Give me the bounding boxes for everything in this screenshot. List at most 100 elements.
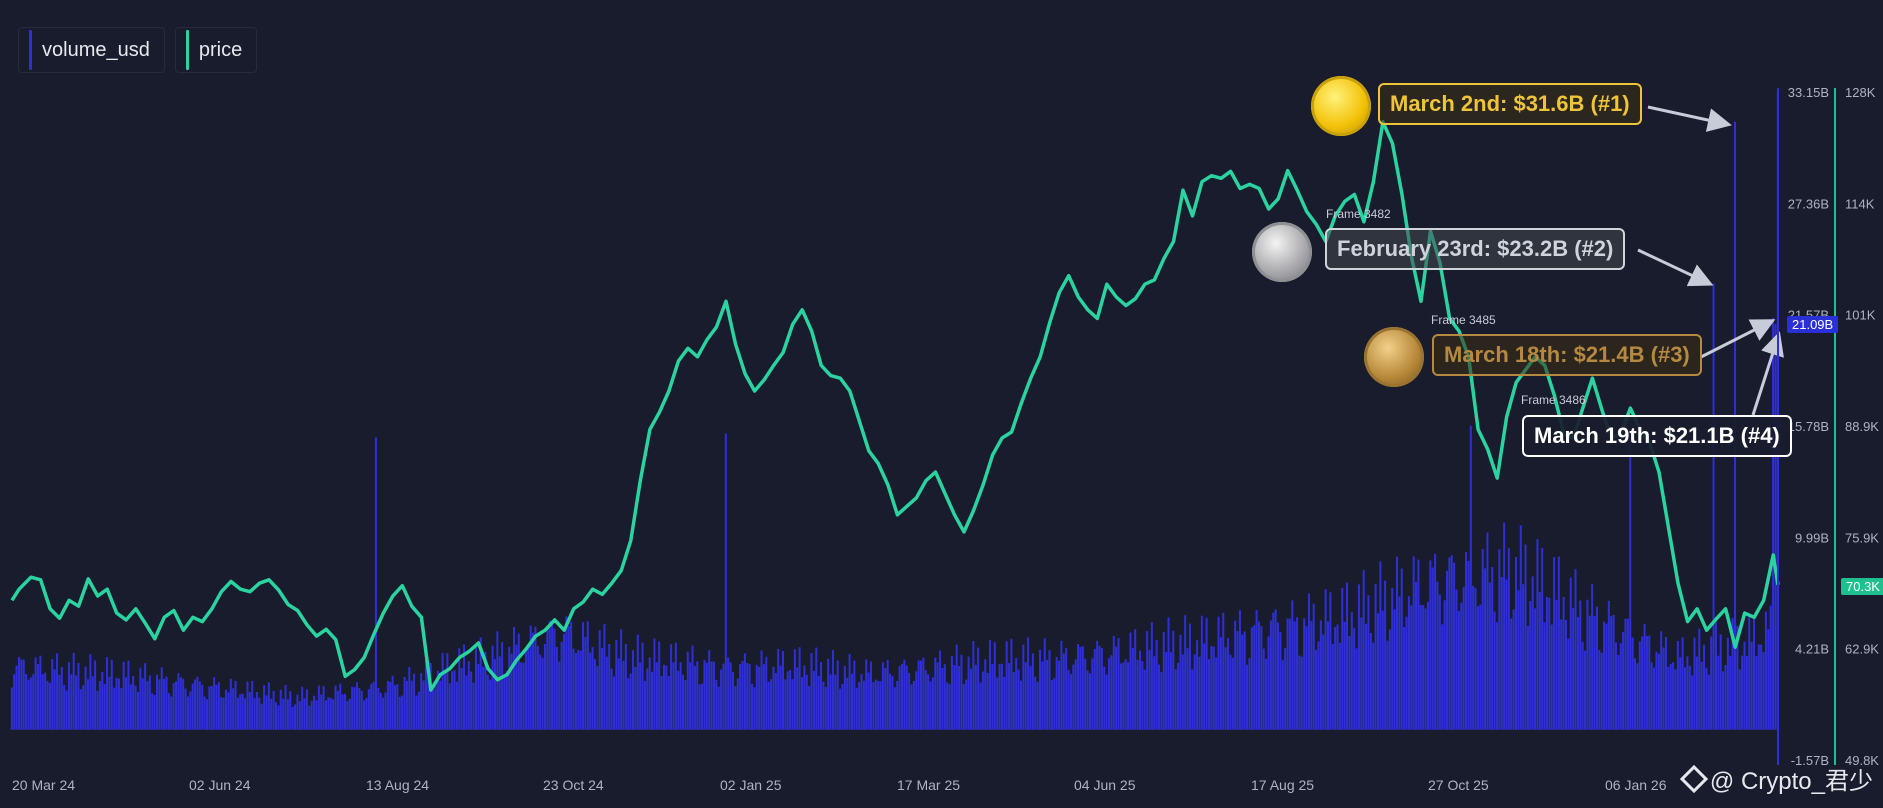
volume-bar	[817, 675, 820, 730]
volume-bar	[1698, 628, 1701, 730]
legend-item-volume[interactable]: volume_usd	[18, 27, 165, 73]
volume-bar	[772, 666, 775, 730]
volume-bar	[672, 662, 675, 730]
volume-bar	[120, 688, 123, 730]
volume-bar	[572, 648, 575, 730]
volume-bar	[1662, 647, 1665, 730]
volume-bar	[922, 657, 925, 730]
volume-bar	[182, 678, 185, 730]
volume-bar	[800, 677, 804, 730]
volume-bar	[948, 684, 951, 730]
volume-bar	[75, 675, 78, 730]
volume-bar	[1726, 637, 1729, 730]
price-axis-tick: 75.9K	[1845, 530, 1879, 545]
annotation-arrow-2	[1637, 248, 1714, 287]
volume-bar	[1219, 637, 1222, 730]
volume-bar	[1736, 625, 1739, 730]
volume-bar	[432, 689, 435, 730]
volume-bar	[305, 689, 308, 730]
volume-bar	[346, 700, 349, 730]
volume-bar	[1767, 629, 1770, 730]
volume-bar	[463, 644, 466, 730]
volume-bar	[969, 668, 972, 730]
volume-bar	[986, 672, 989, 730]
volume-bar	[1069, 674, 1072, 730]
volume-bar	[405, 680, 408, 730]
volume-bar	[515, 644, 518, 730]
volume-bar	[1276, 622, 1280, 730]
volume-bar	[1231, 657, 1234, 730]
volume-bar	[898, 666, 901, 730]
volume-bar	[1357, 584, 1360, 730]
volume-bar	[848, 653, 851, 730]
volume-bar	[1058, 660, 1061, 730]
volume-bar	[44, 672, 47, 730]
frame-tag: Frame 3485	[1431, 313, 1496, 327]
volume-bar	[158, 679, 161, 730]
volume-bar	[1155, 640, 1158, 730]
volume-bar	[839, 688, 842, 730]
volume-bar	[855, 687, 858, 730]
legend-swatch-volume	[29, 30, 32, 70]
volume-bar	[760, 650, 763, 730]
volume-bar	[1034, 676, 1037, 730]
volume-bar	[220, 697, 223, 730]
volume-bar	[755, 664, 758, 730]
legend-item-price[interactable]: price	[174, 27, 258, 73]
volume-bar	[72, 652, 75, 730]
volume-bar	[646, 668, 649, 730]
volume-bar	[1079, 646, 1082, 730]
volume-bar	[786, 671, 789, 730]
volume-bar	[1560, 619, 1563, 730]
volume-bar	[141, 678, 144, 730]
volume-bar	[344, 693, 347, 730]
volume-bar	[1236, 631, 1239, 730]
axis-layer: 33.15B27.36B21.57B15.78B9.99B4.21B-1.57B…	[12, 85, 1879, 793]
volume-bar	[1093, 649, 1096, 730]
volume-bar	[612, 676, 615, 730]
volume-bar	[729, 662, 732, 730]
volume-bar	[910, 684, 913, 730]
volume-bar	[170, 696, 173, 730]
volume-bar	[308, 705, 311, 730]
watermark: @ Crypto_君少	[1679, 761, 1873, 796]
volume-bar	[703, 660, 706, 730]
volume-bar	[279, 689, 282, 730]
volume-bar	[36, 664, 40, 730]
volume-bar	[153, 695, 156, 730]
volume-bar	[125, 677, 128, 730]
volume-bar	[710, 661, 713, 730]
volume-bar	[1443, 600, 1446, 730]
volume-bar	[1081, 646, 1084, 730]
volume-bar	[582, 622, 585, 730]
volume-bar	[827, 658, 830, 730]
volume-bar	[25, 673, 28, 730]
annotation-rank-4: March 19th: $21.1B (#4)	[1522, 415, 1792, 457]
volume-bar	[1388, 629, 1391, 730]
volume-bar	[931, 677, 934, 730]
volume-bar	[1405, 616, 1408, 730]
volume-bar	[1193, 654, 1196, 730]
volume-bar	[798, 647, 801, 730]
volume-bar	[1329, 592, 1332, 730]
volume-bar	[1755, 656, 1758, 730]
volume-bar	[122, 661, 125, 730]
volume-axis-tick: 27.36B	[1788, 196, 1829, 211]
volume-bar	[543, 643, 546, 730]
volume-bar	[186, 696, 189, 730]
volume-bar	[1522, 584, 1525, 730]
volume-bar	[1346, 582, 1349, 730]
volume-bar	[701, 683, 704, 730]
volume-bar	[693, 665, 696, 730]
volume-bar	[1234, 620, 1237, 730]
volume-bar	[91, 676, 94, 730]
volume-bar	[836, 660, 839, 730]
volume-bar	[1215, 657, 1218, 730]
volume-bar	[796, 667, 799, 730]
volume-bar	[841, 683, 844, 730]
volume-bar	[1688, 665, 1691, 730]
volume-bar	[1291, 600, 1294, 730]
volume-bar	[1072, 664, 1075, 730]
volume-bar	[877, 680, 880, 730]
volume-bar	[377, 687, 380, 730]
